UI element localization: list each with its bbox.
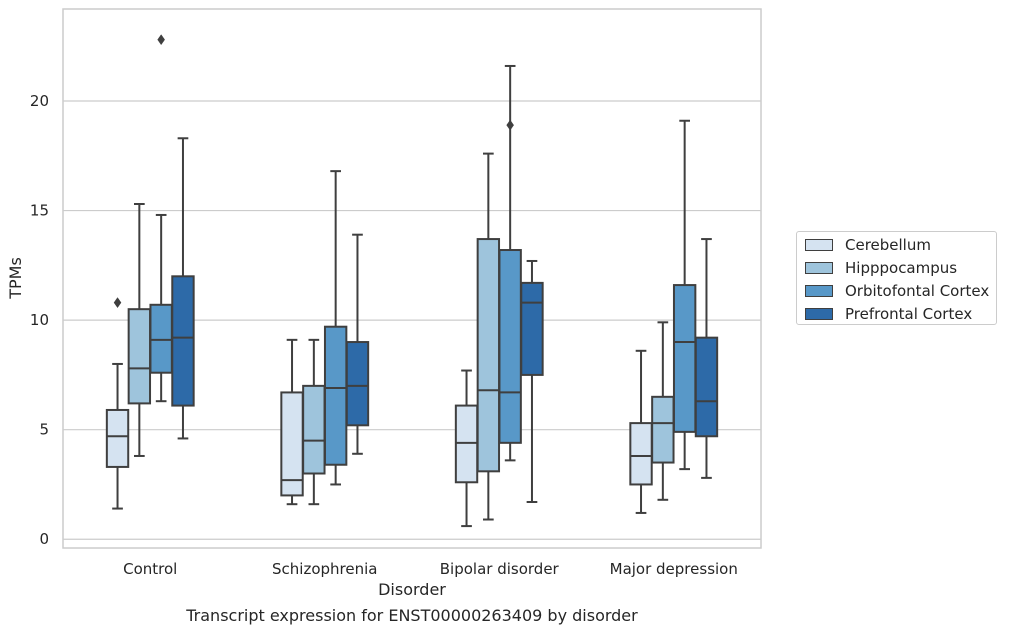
box <box>694 336 719 438</box>
legend-swatch <box>805 262 833 274</box>
box-group <box>127 203 152 457</box>
box <box>672 284 697 433</box>
box-group <box>345 233 370 455</box>
box <box>454 404 479 484</box>
legend-swatch <box>805 285 833 297</box>
legend-item: Hipppocampus <box>805 259 957 277</box>
box-group <box>651 321 675 501</box>
box-group <box>520 259 544 503</box>
y-tick-label: 15 <box>30 202 49 220</box>
x-tick-labels: Control Schizophrenia Bipolar disorder Majo… <box>123 560 738 578</box>
legend-label: Orbitofontal Cortex <box>845 282 990 300</box>
y-tick-label: 10 <box>30 311 49 329</box>
legend: Cerebellum Hipppocampus Orbitofontal Corte… <box>796 231 997 325</box>
legend-label: Hipppocampus <box>845 259 958 277</box>
box-group <box>171 137 195 440</box>
legend-swatch <box>805 308 833 320</box>
y-tick-labels: 0 5 10 15 20 <box>30 92 49 548</box>
legend-item: Prefrontal Cortex <box>805 305 972 323</box>
box <box>323 325 348 466</box>
box-group <box>149 34 173 403</box>
box <box>149 303 173 374</box>
box-group <box>498 64 522 462</box>
box <box>105 408 130 468</box>
legend-item: Cerebellum <box>805 236 931 254</box>
box-group <box>694 238 719 479</box>
box-group <box>629 349 653 514</box>
plot-frame <box>62 8 762 549</box>
box <box>345 341 370 427</box>
box <box>520 281 544 376</box>
box <box>476 238 501 473</box>
box <box>629 422 653 486</box>
box-group <box>302 338 326 506</box>
y-tick-label: 0 <box>39 530 49 548</box>
box-group <box>105 297 130 510</box>
box-plots <box>105 34 719 528</box>
figure-caption: Transcript expression for ENST0000026340… <box>186 606 638 625</box>
legend-label: Prefrontal Cortex <box>845 305 973 323</box>
outlier-point <box>157 34 165 46</box>
box-group <box>476 152 501 521</box>
y-tick-label: 20 <box>30 92 49 110</box>
box <box>498 249 522 444</box>
legend-swatch <box>805 239 833 251</box>
box <box>171 275 195 407</box>
x-tick-label: Bipolar disorder <box>440 560 560 578</box>
outlier-point <box>113 297 122 309</box>
box <box>651 395 675 464</box>
box <box>127 308 152 405</box>
x-tick-label: Schizophrenia <box>272 560 377 578</box>
y-axis-label: TPMs <box>6 257 25 300</box>
x-tick-label: Major depression <box>610 560 738 578</box>
box-group <box>672 119 697 471</box>
box-group <box>454 369 479 528</box>
box <box>302 384 326 475</box>
x-tick-label: Control <box>123 560 177 578</box>
legend-label: Cerebellum <box>845 236 931 254</box>
y-tick-label: 5 <box>39 421 49 439</box>
outlier-point <box>506 119 514 131</box>
box-group <box>280 338 304 506</box>
box-group <box>323 170 348 486</box>
x-axis-label: Disorder <box>378 580 446 599</box>
legend-item: Orbitofontal Cortex <box>805 282 989 300</box>
